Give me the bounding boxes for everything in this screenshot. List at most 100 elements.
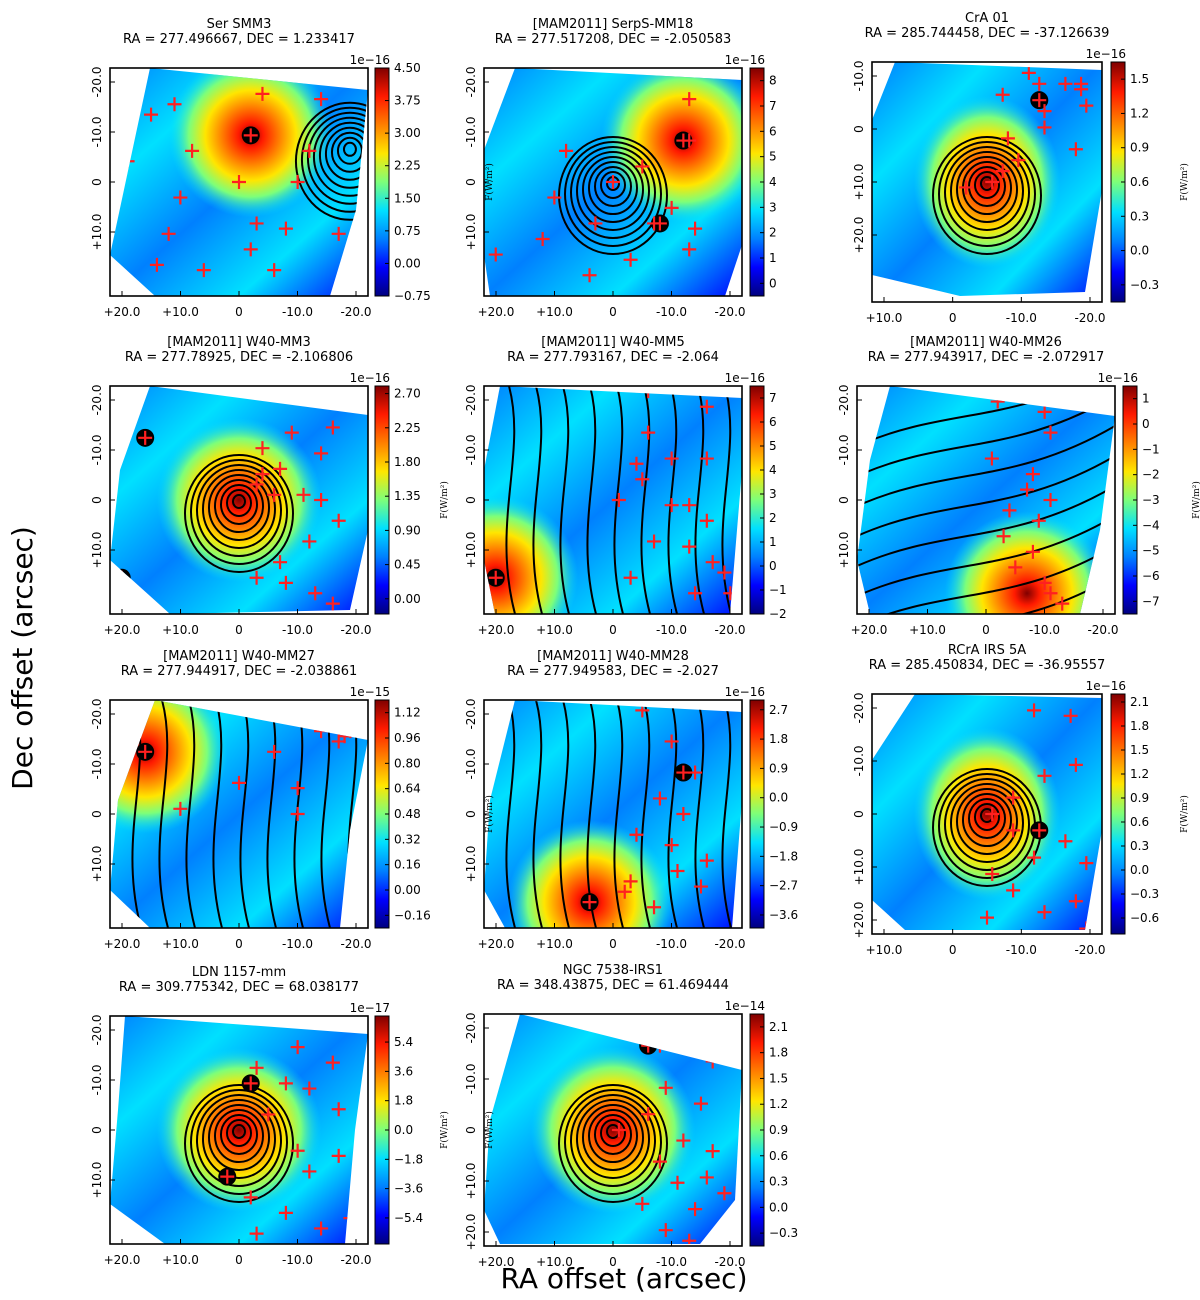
cross-marker — [984, 451, 999, 466]
x-tick-label: -20.0 — [340, 623, 371, 637]
cross-marker — [255, 441, 270, 456]
colorbar-tick-label: 2.1 — [1130, 695, 1149, 709]
cross-marker — [267, 487, 282, 502]
cross-marker — [1037, 768, 1052, 783]
colorbar — [749, 385, 765, 615]
colorbar-scale: 1e−16 — [1086, 47, 1126, 61]
y-tick-label: -10.0 — [464, 116, 478, 147]
cross-marker — [278, 389, 293, 404]
cross-marker — [220, 1169, 235, 1184]
contour-line — [196, 1094, 282, 1187]
cross-marker — [676, 807, 691, 821]
panel-title: [MAM2011] W40-MM27 — [163, 649, 315, 664]
panel-title: NGC 7538-IRS1 — [563, 963, 663, 978]
x-tick-label: +10.0 — [536, 305, 573, 319]
contour-line — [220, 484, 258, 525]
contour-line — [721, 700, 732, 928]
contour-line — [576, 1099, 650, 1179]
colorbar-tick-label: 1.5 — [769, 1071, 788, 1085]
colorbar-tick-label: 0.9 — [1130, 791, 1149, 805]
panel-title: [MAM2011] W40-MM26 — [910, 335, 1062, 350]
pointing-crosses — [488, 386, 738, 601]
contour-line — [613, 700, 624, 928]
contour-lines — [857, 386, 1115, 614]
contour-line — [226, 1119, 252, 1147]
contour-line — [266, 700, 277, 928]
panel-subtitle: RA = 277.793167, DEC = -2.064 — [507, 350, 719, 365]
colorbar-tick-label: 1.5 — [1130, 743, 1149, 757]
y-tick-label: +10.0 — [464, 532, 478, 569]
colorbar-tick-label: 2.1 — [769, 1020, 788, 1034]
y-tick-label: +10.0 — [90, 1162, 104, 1199]
contour-line — [582, 1104, 644, 1171]
y-tick-label: 0 — [90, 178, 104, 186]
x-tick-label: -10.0 — [656, 623, 687, 637]
colorbar-tick-label: −0.3 — [769, 1226, 798, 1240]
cross-marker — [232, 775, 246, 790]
contour-line — [944, 146, 1030, 239]
cross-marker — [664, 451, 679, 466]
y-tick-label: -10.0 — [837, 434, 851, 465]
colorbar-tick-label: 1.50 — [394, 191, 421, 205]
cross-marker — [985, 867, 1000, 881]
panel-title: Ser SMM3 — [207, 17, 272, 32]
cross-marker — [138, 744, 153, 759]
contour-line — [185, 700, 196, 928]
cross-marker — [980, 910, 994, 925]
contour-line — [582, 156, 644, 223]
cross-marker — [693, 879, 708, 894]
circled-source-marker — [112, 568, 131, 587]
cross-marker — [1025, 467, 1040, 482]
heatmap-area — [872, 694, 1102, 930]
x-tick-label: +10.0 — [162, 623, 199, 637]
y-tick-label: 0 — [90, 1126, 104, 1134]
y-tick-label: +10.0 — [464, 214, 478, 251]
cross-marker — [664, 838, 679, 853]
x-tick-label: +20.0 — [104, 937, 141, 951]
y-tick-label: -10.0 — [464, 1063, 478, 1094]
cross-marker — [688, 1202, 703, 1217]
contour-line — [306, 111, 368, 205]
colorbar-tick-label: −6 — [1142, 569, 1160, 583]
cross-marker — [325, 420, 340, 435]
panel-title: [MAM2011] SerpS-MM18 — [533, 17, 693, 32]
cross-marker — [331, 1102, 346, 1117]
colorbar-tick-label: 3.75 — [394, 94, 421, 108]
cross-marker — [652, 1154, 667, 1169]
cross-marker — [488, 570, 503, 585]
y-tick-label: -20.0 — [90, 384, 104, 415]
cross-marker — [647, 900, 662, 915]
contour-line — [564, 141, 662, 247]
cross-marker — [1079, 98, 1094, 113]
emission-peak — [156, 417, 322, 583]
contour-line — [974, 171, 1000, 199]
y-tick-label: +10.0 — [90, 846, 104, 883]
colorbar-tick-label: 1.12 — [394, 706, 421, 720]
contour-line — [232, 1124, 246, 1139]
heatmap-area — [110, 700, 368, 928]
colorbar — [374, 385, 390, 615]
colorbar-scale: 1e−16 — [1098, 371, 1138, 385]
colorbar-tick-label: 1.80 — [394, 455, 421, 469]
cross-marker — [1021, 65, 1036, 80]
x-tick-label: 0 — [982, 623, 990, 637]
colorbar-tick-label: 0.90 — [394, 523, 421, 537]
x-tick-label: -20.0 — [714, 623, 745, 637]
cross-marker — [705, 1144, 720, 1159]
colorbar-tick-label: 5.4 — [394, 1035, 413, 1049]
cross-marker — [670, 864, 685, 878]
cross-marker — [255, 86, 270, 101]
contour-line — [938, 141, 1036, 247]
cross-marker — [1027, 703, 1042, 718]
cross-marker — [623, 252, 638, 267]
contour-line — [594, 1114, 632, 1155]
contour-line — [208, 474, 270, 541]
cross-marker — [682, 92, 697, 107]
x-tick-label: -20.0 — [714, 305, 745, 319]
contour-line — [505, 700, 516, 928]
cross-marker — [232, 175, 246, 189]
contour-line — [857, 395, 1115, 477]
cross-marker — [664, 734, 679, 749]
cross-marker — [1032, 93, 1047, 108]
